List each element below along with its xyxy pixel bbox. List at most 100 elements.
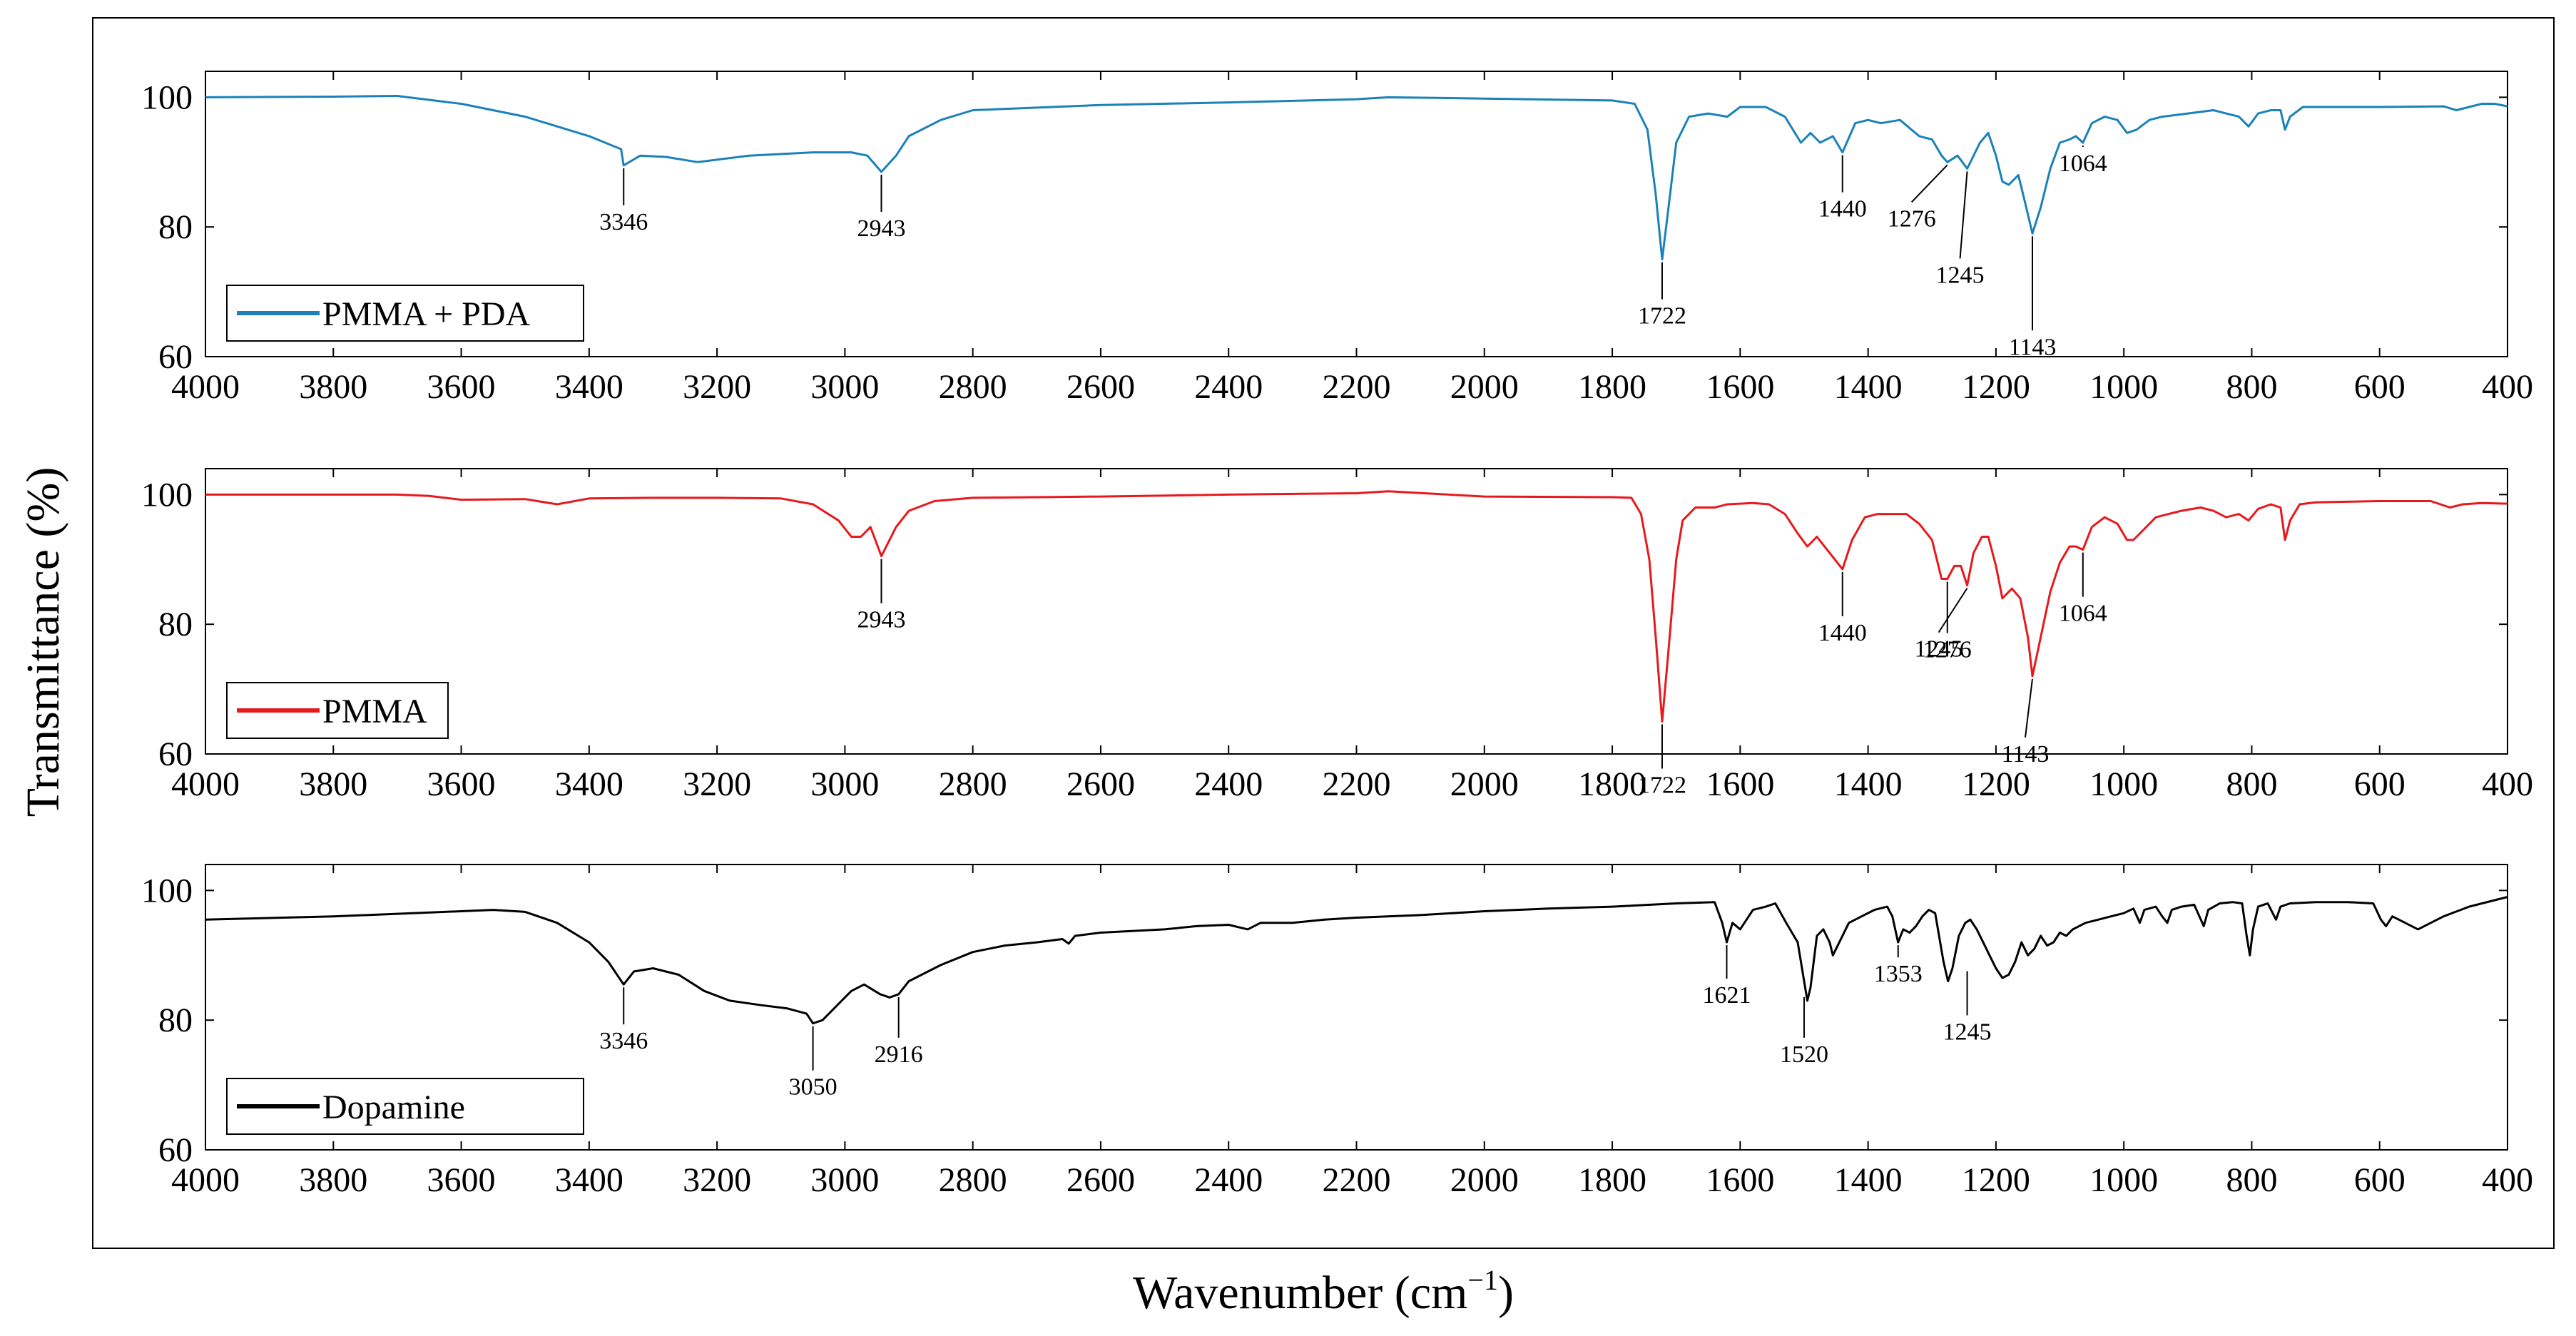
x-tick-label: 1400 <box>1834 1161 1903 1199</box>
peak-label: 1520 <box>1780 1041 1828 1068</box>
pmma-pda-legend-label: PMMA + PDA <box>322 295 531 333</box>
x-axis-title: Wavenumber (cm−1) <box>1133 1264 1514 1319</box>
panel-dopamine: 4000 3800 3600 3400 3200 3000 2800 2600 2400 2200… <box>141 864 2533 1199</box>
peak-label: 1440 <box>1818 196 1867 223</box>
peak-label: 1276 <box>1923 637 1972 663</box>
peak-label: 1064 <box>2059 601 2107 627</box>
peak-leader-line <box>1959 171 1968 259</box>
x-tick-label: 3000 <box>810 1161 879 1199</box>
pmma-pda-series-line <box>205 95 2508 261</box>
figure-border <box>92 17 2555 1249</box>
x-tick-label: 2400 <box>1194 1161 1263 1199</box>
peak-label: 3346 <box>599 209 648 235</box>
x-tick-label: 3800 <box>299 368 367 406</box>
peak-label: 1245 <box>1936 262 1985 288</box>
x-tick-label: 2200 <box>1323 765 1391 803</box>
peak-label: 1245 <box>1943 1019 1992 1045</box>
x-tick-label: 4000 <box>171 368 240 406</box>
x-tick-label: 2800 <box>939 1161 1007 1199</box>
x-tick-label: 400 <box>2482 368 2533 406</box>
y-tick-label: 60 <box>158 735 193 773</box>
y-tick-label: 60 <box>158 338 193 376</box>
pmma-axes-box <box>205 468 2508 755</box>
peak-leader-line <box>1938 588 1968 633</box>
x-tick-label: 1800 <box>1578 368 1646 406</box>
x-tick-label: 1600 <box>1706 1161 1774 1199</box>
x-tick-label: 2000 <box>1450 1161 1519 1199</box>
peak-label: 1440 <box>1818 620 1867 646</box>
peak-label: 1722 <box>1638 772 1686 799</box>
y-tick-label: 100 <box>141 872 193 909</box>
peak-label: 3050 <box>789 1074 838 1101</box>
x-tick-label: 1800 <box>1578 1161 1646 1199</box>
x-tick-label: 1200 <box>1962 368 2030 406</box>
x-tick-label: 2600 <box>1066 1161 1135 1199</box>
peak-label: 1143 <box>2009 334 2057 360</box>
x-tick-label: 1400 <box>1834 765 1903 803</box>
x-tick-label: 2000 <box>1450 368 1519 406</box>
panel-pmma: 4000 3800 3600 3400 3200 3000 2800 2600 2400 2200… <box>141 468 2533 803</box>
x-tick-label: 400 <box>2482 765 2533 803</box>
x-tick-label: 4000 <box>171 765 240 803</box>
y-axis-title: Transmittance (%) <box>17 467 69 817</box>
x-tick-label: 3800 <box>299 765 367 803</box>
x-tick-label: 3600 <box>427 368 496 406</box>
x-tick-label: 3000 <box>810 765 879 803</box>
x-tick-label: 800 <box>2226 1161 2277 1199</box>
x-axis-title-main: Wavenumber (cm <box>1133 1267 1467 1319</box>
x-tick-label: 600 <box>2354 368 2406 406</box>
x-tick-label: 1200 <box>1962 765 2030 803</box>
y-tick-label: 80 <box>158 208 193 246</box>
x-tick-label: 1600 <box>1706 765 1774 803</box>
y-tick-label: 100 <box>141 476 193 514</box>
y-tick-label: 80 <box>158 606 193 643</box>
x-tick-label: 2800 <box>939 368 1007 406</box>
y-tick-label: 60 <box>158 1131 193 1169</box>
x-tick-label: 3200 <box>683 368 751 406</box>
peak-leader-line <box>1911 164 1948 203</box>
peak-label: 2943 <box>857 607 905 633</box>
pmma-legend-label: PMMA <box>322 693 427 730</box>
y-tick-label: 100 <box>141 78 193 116</box>
x-tick-label: 800 <box>2226 765 2277 803</box>
panels: 4000 3800 3600 3400 3200 3000 2800 2600 2400 2200… <box>141 71 2533 1199</box>
panel-pmma-pda: 4000 3800 3600 3400 3200 3000 2800 2600 2400 2200… <box>141 71 2533 406</box>
x-tick-label: 1000 <box>2089 765 2158 803</box>
x-tick-label: 3000 <box>810 368 879 406</box>
peak-label: 2916 <box>875 1041 923 1068</box>
x-tick-label: 600 <box>2354 765 2406 803</box>
x-tick-label: 1000 <box>2089 1161 2158 1199</box>
x-tick-label: 2400 <box>1194 368 1263 406</box>
peak-label: 1621 <box>1703 982 1751 1009</box>
x-axis-title-superscript: −1 <box>1467 1264 1498 1296</box>
x-tick-label: 1400 <box>1834 368 1903 406</box>
x-tick-label: 3600 <box>427 1161 496 1199</box>
x-tick-label: 3200 <box>683 765 751 803</box>
peak-label: 1143 <box>2002 741 2050 768</box>
peak-leader-line <box>2024 678 2033 738</box>
pmma-series-line <box>205 490 2508 723</box>
x-tick-label: 1200 <box>1962 1161 2030 1199</box>
dopamine-series-line <box>205 896 2508 1025</box>
peak-label: 1722 <box>1638 303 1686 330</box>
x-tick-label: 2200 <box>1323 1161 1391 1199</box>
peak-label: 1064 <box>2059 151 2107 177</box>
x-tick-label: 4000 <box>171 1161 240 1199</box>
x-tick-label: 1000 <box>2089 368 2158 406</box>
peak-label: 2943 <box>857 215 905 242</box>
x-tick-label: 2800 <box>939 765 1007 803</box>
x-tick-label: 800 <box>2226 368 2277 406</box>
x-tick-label: 600 <box>2354 1161 2406 1199</box>
x-tick-label: 3400 <box>555 368 623 406</box>
x-tick-label: 400 <box>2482 1161 2533 1199</box>
x-tick-label: 3600 <box>427 765 496 803</box>
x-tick-label: 2400 <box>1194 765 1263 803</box>
x-tick-label: 2600 <box>1066 368 1135 406</box>
peak-label: 1276 <box>1888 205 1936 232</box>
peak-label: 1245 <box>1915 636 1963 663</box>
dopamine-legend-label: Dopamine <box>322 1088 465 1126</box>
x-axis-title-close: ) <box>1498 1267 1514 1319</box>
x-tick-label: 3400 <box>555 765 623 803</box>
x-tick-label: 3200 <box>683 1161 751 1199</box>
